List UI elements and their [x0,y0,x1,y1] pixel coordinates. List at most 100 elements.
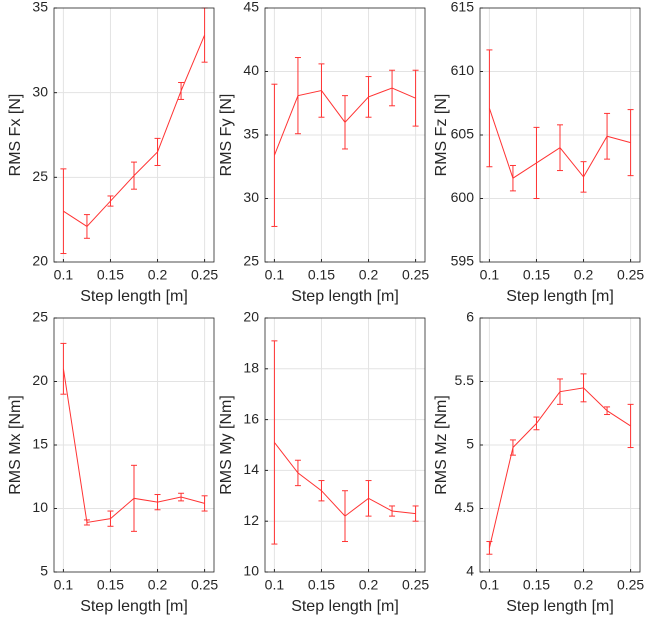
y-tick-label: 15 [32,436,48,452]
y-tick-label: 35 [32,0,48,15]
x-tick-label: 0.1 [54,577,74,593]
y-tick-label: 595 [451,253,475,269]
error-bar [509,164,516,192]
x-axis-label: Step length [m] [80,598,188,615]
y-tick-label: 6 [466,309,474,325]
x-tick-label: 0.25 [617,577,644,593]
error-bar [107,510,114,527]
y-axis-label: RMS Fy [N] [218,94,235,177]
error-bar [365,76,372,118]
y-tick-label: 4.5 [455,499,475,515]
y-axis-label: RMS My [Nm] [218,395,235,495]
plot-area [54,8,214,262]
y-tick-label: 18 [243,360,259,376]
x-tick-label: 0.25 [617,267,644,283]
y-axis-label: RMS Fz [N] [433,94,450,177]
axes-box [264,7,426,263]
y-tick-label: 5.5 [455,372,475,388]
error-bar [627,109,634,177]
y-tick-label: 600 [451,189,475,205]
y-tick-label: 605 [451,126,475,142]
error-bar [412,69,419,127]
axes-box [264,317,426,573]
error-bar [201,495,208,512]
x-tick-label: 0.1 [480,577,500,593]
error-bar [533,416,540,431]
error-bar [627,403,634,449]
x-tick-label: 0.25 [191,267,218,283]
error-bar [389,69,396,107]
x-tick-label: 0.15 [97,267,124,283]
error-bar [60,342,67,395]
x-tick-label: 0.2 [148,267,168,283]
y-tick-label: 610 [451,62,475,78]
y-axis-label: RMS Mz [Nm] [433,395,450,495]
error-bar [131,161,137,190]
error-bar [342,95,348,150]
x-tick-label: 0.15 [523,577,550,593]
y-tick-label: 45 [243,0,259,15]
y-tick-label: 10 [243,563,259,579]
error-bar [271,83,278,227]
y-tick-label: 615 [451,0,475,15]
error-bar [604,406,611,416]
x-tick-label: 0.25 [402,267,429,283]
error-bar [83,214,90,239]
error-bar [107,195,114,207]
error-bar [83,519,90,526]
error-bar [604,112,611,160]
axes-box [479,7,641,263]
y-tick-label: 20 [32,253,48,269]
error-bar [580,161,587,193]
y-tick-label: 14 [243,461,259,477]
error-bar [60,168,67,255]
axes-box [479,317,641,573]
x-tick-label: 0.1 [480,267,500,283]
y-tick-label: 10 [32,499,48,515]
error-bar [178,82,185,100]
y-tick-label: 25 [32,168,48,184]
error-bar [533,126,540,199]
error-bar [271,340,278,545]
y-tick-label: 20 [32,372,48,388]
x-tick-label: 0.2 [574,577,594,593]
error-bar [412,505,419,522]
x-tick-label: 0.15 [308,267,335,283]
x-tick-label: 0.1 [265,267,285,283]
x-tick-label: 0.15 [308,577,335,593]
error-bar [365,480,372,517]
error-bar [580,373,587,403]
y-tick-label: 40 [243,62,259,78]
x-tick-label: 0.1 [265,577,285,593]
x-tick-label: 0.15 [97,577,124,593]
x-axis-label: Step length [m] [291,288,399,305]
x-tick-label: 0.25 [402,577,429,593]
y-tick-label: 16 [243,410,259,426]
error-bar [389,505,396,517]
y-tick-label: 4 [466,563,474,579]
error-bar [486,541,493,555]
error-bar [509,439,516,456]
error-bar [154,494,161,511]
x-axis-label: Step length [m] [80,288,188,305]
error-bar [294,57,301,135]
y-tick-label: 20 [243,309,259,325]
y-tick-label: 12 [243,512,259,528]
error-bar [178,492,185,502]
x-tick-label: 0.2 [359,577,379,593]
error-bar [131,464,137,532]
error-bar [154,137,161,166]
x-tick-label: 0.2 [574,267,594,283]
y-tick-label: 25 [243,253,259,269]
error-bar [557,124,563,172]
error-bar [318,63,325,118]
y-tick-label: 35 [243,126,259,142]
y-tick-label: 30 [243,189,259,205]
x-tick-label: 0.25 [191,577,218,593]
x-tick-label: 0.2 [359,267,379,283]
x-axis-label: Step length [m] [291,598,399,615]
error-bar [318,480,325,502]
y-tick-label: 30 [32,83,48,99]
axes-box [53,7,215,263]
